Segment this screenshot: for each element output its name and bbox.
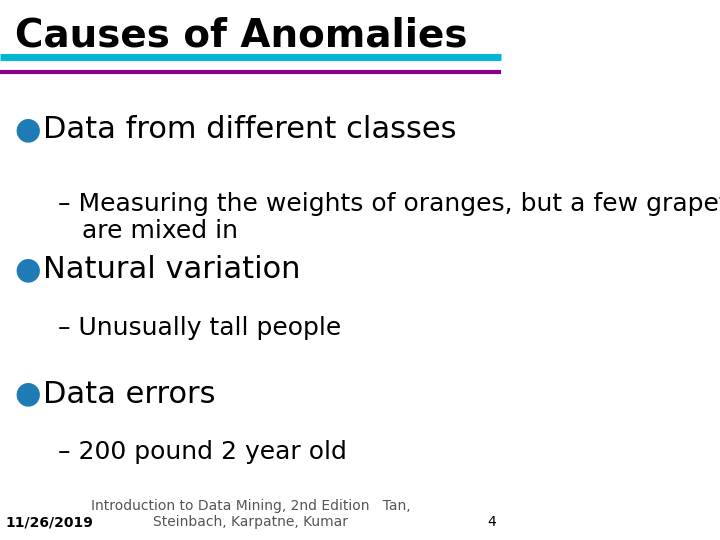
Text: – Measuring the weights of oranges, but a few grapefruit
   are mixed in: – Measuring the weights of oranges, but … [58,192,720,244]
Text: Data errors: Data errors [42,380,215,409]
Text: 4: 4 [487,515,496,529]
Text: ●: ● [14,115,41,144]
Text: ●: ● [14,380,41,409]
Text: Introduction to Data Mining, 2nd Edition   Tan,
Steinbach, Karpatne, Kumar: Introduction to Data Mining, 2nd Edition… [91,499,410,529]
Text: Causes of Anomalies: Causes of Anomalies [15,16,467,54]
Text: ●: ● [14,255,41,285]
Text: Natural variation: Natural variation [42,255,300,285]
Text: 11/26/2019: 11/26/2019 [5,515,93,529]
Text: – 200 pound 2 year old: – 200 pound 2 year old [58,440,346,464]
Text: Data from different classes: Data from different classes [42,115,456,144]
Text: – Unusually tall people: – Unusually tall people [58,316,341,340]
